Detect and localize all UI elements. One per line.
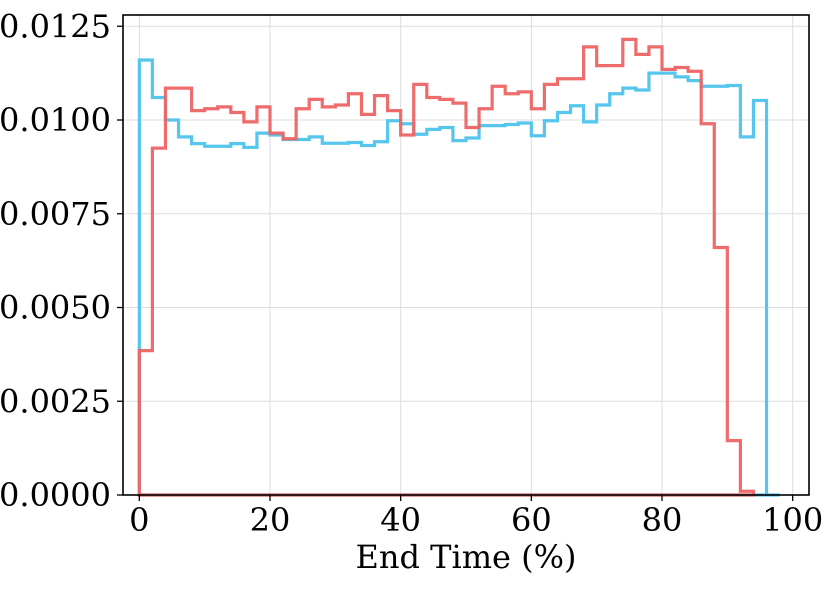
- y-tick-label: 0.0000: [0, 476, 111, 514]
- x-tick-label: 20: [250, 501, 291, 539]
- x-axis-title: End Time (%): [355, 538, 576, 576]
- y-tick-label: 0.0075: [0, 195, 111, 233]
- x-tick-label: 100: [762, 501, 823, 539]
- x-tick-label: 80: [642, 501, 683, 539]
- y-tick-label: 0.0025: [0, 382, 111, 420]
- series-layer: [137, 37, 780, 497]
- plot-frame: [122, 14, 810, 496]
- x-tick-labels: 0 20 40 60 80 100: [129, 501, 823, 539]
- x-tick-label: 0: [129, 501, 149, 539]
- y-tick-labels: 0.0000 0.0025 0.0050 0.0075 0.0100 0.0125: [0, 7, 111, 514]
- tick-marks: [117, 25, 794, 501]
- histogram-series-2: [137, 37, 756, 497]
- histogram-series-1: [137, 58, 780, 497]
- y-tick-label: 0.0050: [0, 289, 111, 327]
- y-tick-label: 0.0125: [0, 7, 111, 45]
- x-tick-label: 60: [511, 501, 552, 539]
- y-tick-label: 0.0100: [0, 101, 111, 139]
- x-tick-label: 40: [380, 501, 421, 539]
